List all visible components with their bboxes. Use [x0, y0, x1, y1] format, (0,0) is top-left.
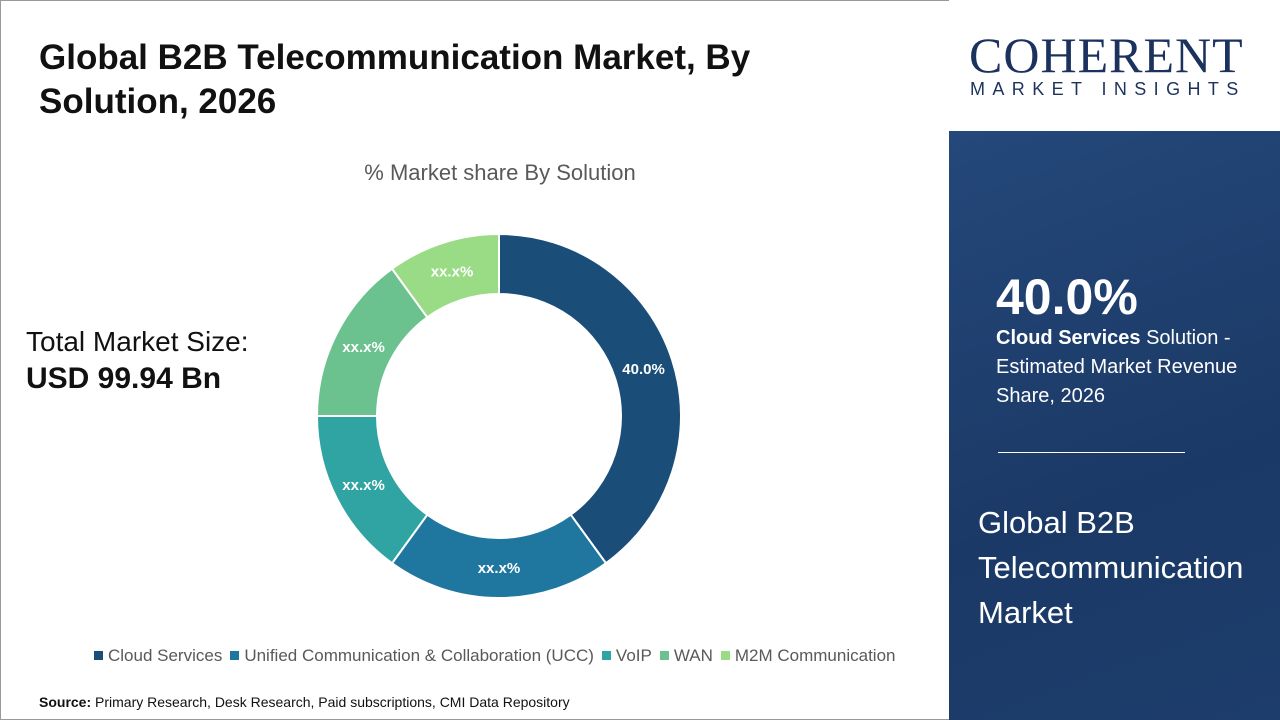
data-label-3: xx.x%	[342, 339, 385, 356]
data-label-4: xx.x%	[431, 263, 474, 280]
logo-name: COHERENT	[969, 27, 1244, 83]
legend-item: Unified Communication & Collaboration (U…	[230, 646, 594, 666]
slice-4	[390, 232, 500, 319]
legend-label: VoIP	[615, 646, 652, 665]
highlight-panel	[949, 131, 1280, 720]
legend-swatch	[659, 651, 669, 660]
legend-swatch	[720, 651, 730, 660]
highlight-segment: Cloud Services	[996, 327, 1141, 349]
source-label: Source:	[39, 694, 92, 710]
page-title: Global B2B Telecommunication Market, By …	[39, 38, 751, 121]
data-label-2: xx.x%	[342, 477, 385, 494]
data-label-1: xx.x%	[478, 560, 521, 577]
source-text: Primary Research, Desk Research, Paid su…	[91, 694, 570, 710]
side-title: Global B2B Telecommunication Market	[978, 505, 1244, 630]
legend-item: Cloud Services	[94, 646, 222, 666]
highlight-value: 40.0%	[996, 269, 1138, 325]
legend-swatch	[230, 651, 240, 660]
data-label-0: 40.0%	[622, 361, 665, 378]
slice-1	[390, 513, 608, 599]
legend-swatch	[601, 651, 611, 660]
legend-item: M2M Communication	[720, 646, 896, 666]
source-note: Source: Primary Research, Desk Research,…	[39, 694, 570, 710]
logo-tagline: MARKET INSIGHTS	[970, 79, 1246, 99]
legend-swatch	[94, 651, 103, 660]
legend-item: VoIP	[601, 646, 652, 666]
legend-label: WAN	[673, 646, 713, 665]
chart-title: % Market share By Solution	[364, 160, 636, 185]
logo: COHERENT MARKET INSIGHTS	[949, 0, 1280, 131]
highlight-text: Solution - Estimated Market Revenue Shar…	[996, 327, 1238, 407]
legend-label: Unified Communication & Collaboration (U…	[244, 646, 594, 665]
legend: Cloud Services Unified Communication & Co…	[94, 646, 895, 666]
donut-chart: 40.0% xx.x% xx.x% xx.x% xx.x%	[315, 232, 682, 599]
market-size-value: USD 99.94 Bn	[26, 362, 222, 395]
legend-item: WAN	[659, 646, 713, 666]
market-size-label: Total Market Size:	[26, 326, 249, 357]
divider	[998, 452, 1185, 453]
legend-label: M2M Communication	[734, 646, 896, 665]
slice-0	[498, 232, 682, 565]
legend-label: Cloud Services	[108, 646, 223, 665]
highlight-description: Cloud Services Solution - Estimated Mark…	[996, 324, 1266, 411]
